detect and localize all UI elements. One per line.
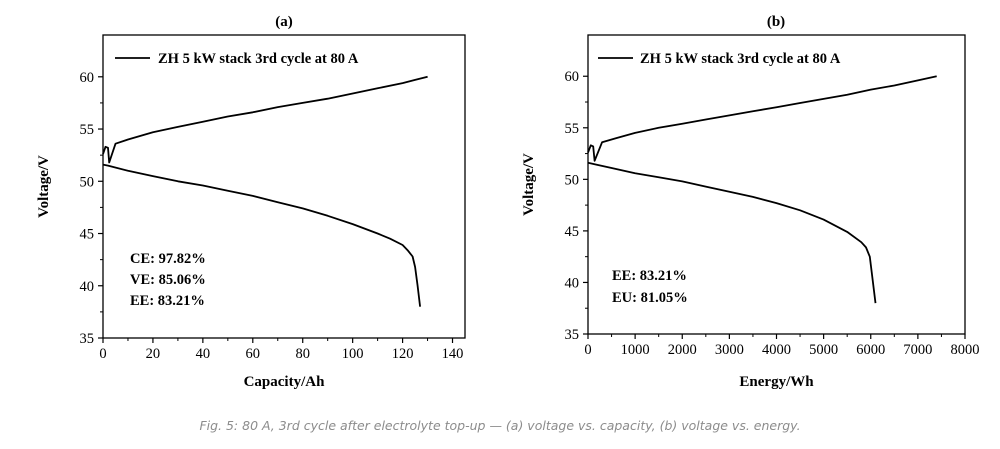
panel-a-legend-label: ZH 5 kW stack 3rd cycle at 80 A [158,51,359,67]
figure-canvas: (a) 0 20 40 60 80 100 120 140 35 40 45 50 55 60 Capacit… [36,14,980,390]
panel-b-x-tick-label: 2000 [668,342,697,358]
panel-b-charge-curve [587,75,937,162]
panel-a-y-tick-label: 40 [80,279,95,295]
panel-a-annotation: VE: 85.06% [130,272,206,288]
panel-a-y-tick-label: 50 [80,174,95,190]
panel-b-y-tick-label: 45 [565,224,580,240]
panel-b-y-tick-label: 40 [565,275,580,291]
panel-b-title: (b) [767,14,785,30]
panel-a-y-tick-label: 45 [80,227,95,243]
panel-b-y-tick-label: 50 [565,172,580,188]
panel-b-x-tick-label: 8000 [951,342,980,358]
panel-b-y-tick-label: 60 [565,69,580,85]
panel-a-x-tick-label: 120 [392,346,414,362]
panel-b-y-axis-label: Voltage/V [521,153,537,216]
panel-b-x-tick-label: 3000 [715,342,744,358]
panel-a-y-tick-label: 60 [80,70,95,86]
panel-b-x-axis-label: Energy/Wh [739,374,814,390]
panel-a-x-axis-label: Capacity/Ah [244,374,325,390]
panel-a-title: (a) [275,14,293,30]
panel-b-y-tick-label: 55 [565,121,580,137]
panel-a-x-tick-label: 80 [295,346,310,362]
panel-a-x-tick-label: 0 [99,346,106,362]
panel-a-x-tick-label: 20 [146,346,161,362]
panel-a-charge-curve [102,75,428,164]
panel-b-discharge-curve [587,161,877,304]
panel-b-x-tick-label: 0 [584,342,591,358]
panel-b-annotation: EE: 83.21% [612,268,687,284]
panel-a-x-tick-label: 100 [342,346,364,362]
panel-a-plot-frame [102,34,466,339]
panel-a-y-tick-label: 35 [80,331,95,347]
panel-a-x-tick-label: 140 [442,346,464,362]
panel-a-annotation: CE: 97.82% [130,251,206,267]
figure-caption: Fig. 5: 80 A, 3rd cycle after electrolyt… [199,418,801,433]
panel-b-x-tick-label: 6000 [856,342,885,358]
panel-b-x-tick-label: 4000 [762,342,791,358]
panel-b-x-tick-label: 5000 [809,342,838,358]
panel-a-annotation: EE: 83.21% [130,293,205,309]
panel-a-discharge-curve [102,163,421,307]
panel-a-y-tick-label: 55 [80,122,95,138]
panel-a-x-tick-label: 40 [196,346,211,362]
panel-b-y-tick-label: 35 [565,327,580,343]
panel-b-legend-label: ZH 5 kW stack 3rd cycle at 80 A [640,51,841,67]
panel-a-x-tick-label: 60 [246,346,261,362]
panel-a-y-axis-label: Voltage/V [36,155,52,218]
panel-b-x-tick-label: 1000 [621,342,650,358]
panel-b-x-tick-label: 7000 [903,342,932,358]
panel-b-annotation: EU: 81.05% [612,290,688,306]
